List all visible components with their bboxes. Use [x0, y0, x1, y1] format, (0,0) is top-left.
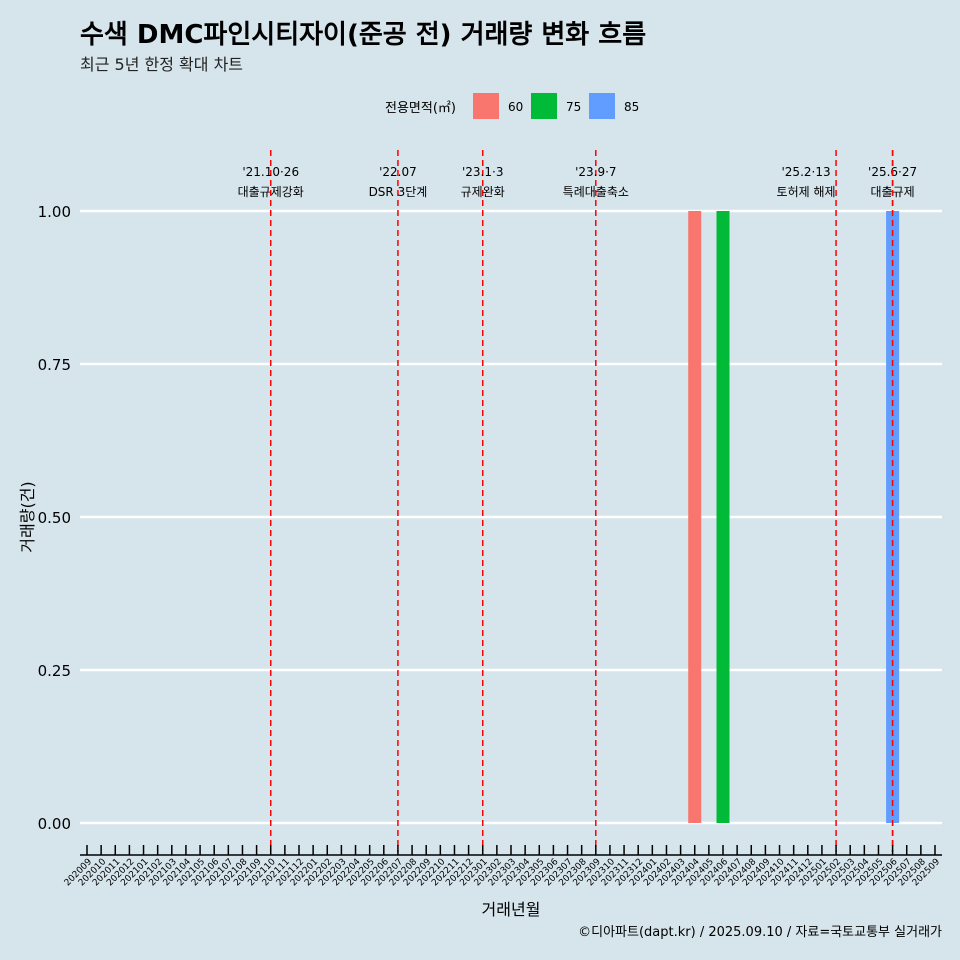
event-label: 토허제 해제 — [777, 185, 836, 199]
legend-key-60 — [473, 93, 499, 119]
legend-key-85 — [589, 93, 615, 119]
event-date: '21.10·26 — [242, 165, 299, 179]
y-axis-label: 거래량(건) — [18, 481, 37, 552]
chart-title: 수색 DMC파인시티자이(준공 전) 거래량 변화 흐름 — [80, 20, 646, 50]
bar-85-202506 — [886, 211, 900, 823]
event-date: '22.07 — [379, 165, 417, 179]
legend-label-75: 75 — [566, 100, 581, 114]
caption: ©디아파트(dapt.kr) / 2025.09.10 / 자료=국토교통부 실… — [578, 925, 942, 940]
x-axis: 2020092020102020112020122021012021022021… — [63, 845, 942, 888]
y-tick-label: 0.75 — [38, 356, 71, 374]
chart-subtitle: 최근 5년 한정 확대 차트 — [80, 55, 243, 74]
event-date: '23.1·3 — [462, 165, 503, 179]
legend-key-75 — [531, 93, 557, 119]
event-date: '25.2·13 — [782, 165, 831, 179]
legend-title: 전용면적(㎡) — [385, 101, 456, 116]
x-axis-label: 거래년월 — [482, 900, 541, 919]
event-label: 특례대출축소 — [563, 185, 629, 199]
bars — [688, 150, 900, 852]
y-tick-label: 1.00 — [38, 203, 71, 221]
event-label: DSR 3단계 — [369, 185, 428, 199]
y-tick-label: 0.50 — [38, 509, 71, 527]
event-label: 규제완화 — [461, 185, 505, 199]
event-date: '23.9·7 — [575, 165, 616, 179]
bar-60-202404 — [688, 211, 702, 823]
gridlines — [80, 209, 942, 825]
bar-75-202406 — [716, 211, 730, 823]
y-tick-label: 0.25 — [38, 662, 71, 680]
legend: 전용면적(㎡) 60 75 85 — [385, 93, 639, 119]
legend-label-60: 60 — [508, 100, 523, 114]
y-axis: 0.00 0.25 0.50 0.75 1.00 — [38, 203, 71, 833]
event-label: 대출규제강화 — [238, 185, 304, 199]
y-tick-label: 0.00 — [38, 815, 71, 833]
event-markers: '21.10·26 대출규제강화 '22.07 DSR 3단계 '23.1·3 규제완화 '… — [238, 150, 917, 852]
legend-label-85: 85 — [624, 100, 639, 114]
